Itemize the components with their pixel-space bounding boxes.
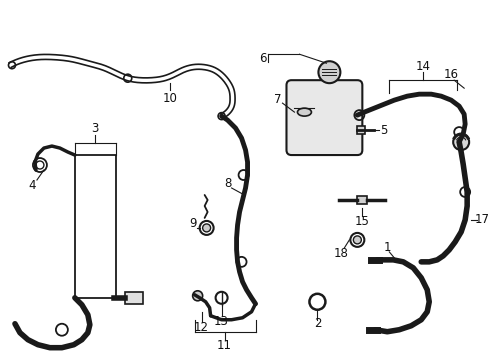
Circle shape bbox=[193, 291, 203, 301]
Text: 16: 16 bbox=[443, 68, 459, 81]
Circle shape bbox=[318, 61, 341, 83]
Text: 10: 10 bbox=[162, 92, 177, 105]
FancyBboxPatch shape bbox=[125, 292, 143, 304]
Text: 5: 5 bbox=[381, 123, 388, 136]
Text: 8: 8 bbox=[224, 177, 231, 190]
Text: 2: 2 bbox=[314, 317, 321, 330]
Text: 11: 11 bbox=[217, 339, 232, 352]
Text: 13: 13 bbox=[214, 315, 229, 328]
Text: 12: 12 bbox=[194, 321, 209, 334]
Ellipse shape bbox=[297, 108, 312, 116]
Text: 15: 15 bbox=[355, 215, 370, 229]
Text: 1: 1 bbox=[384, 241, 391, 255]
Text: 17: 17 bbox=[475, 213, 490, 226]
Text: 9: 9 bbox=[189, 217, 196, 230]
Circle shape bbox=[453, 134, 469, 150]
Text: 6: 6 bbox=[259, 52, 266, 65]
Circle shape bbox=[203, 224, 211, 232]
FancyBboxPatch shape bbox=[357, 126, 366, 134]
Text: 3: 3 bbox=[91, 122, 98, 135]
Text: 18: 18 bbox=[334, 247, 349, 260]
FancyBboxPatch shape bbox=[357, 196, 368, 204]
Text: 4: 4 bbox=[28, 180, 36, 193]
FancyBboxPatch shape bbox=[287, 80, 362, 155]
Circle shape bbox=[353, 236, 361, 244]
Text: 7: 7 bbox=[274, 93, 281, 105]
Text: 14: 14 bbox=[416, 60, 431, 73]
